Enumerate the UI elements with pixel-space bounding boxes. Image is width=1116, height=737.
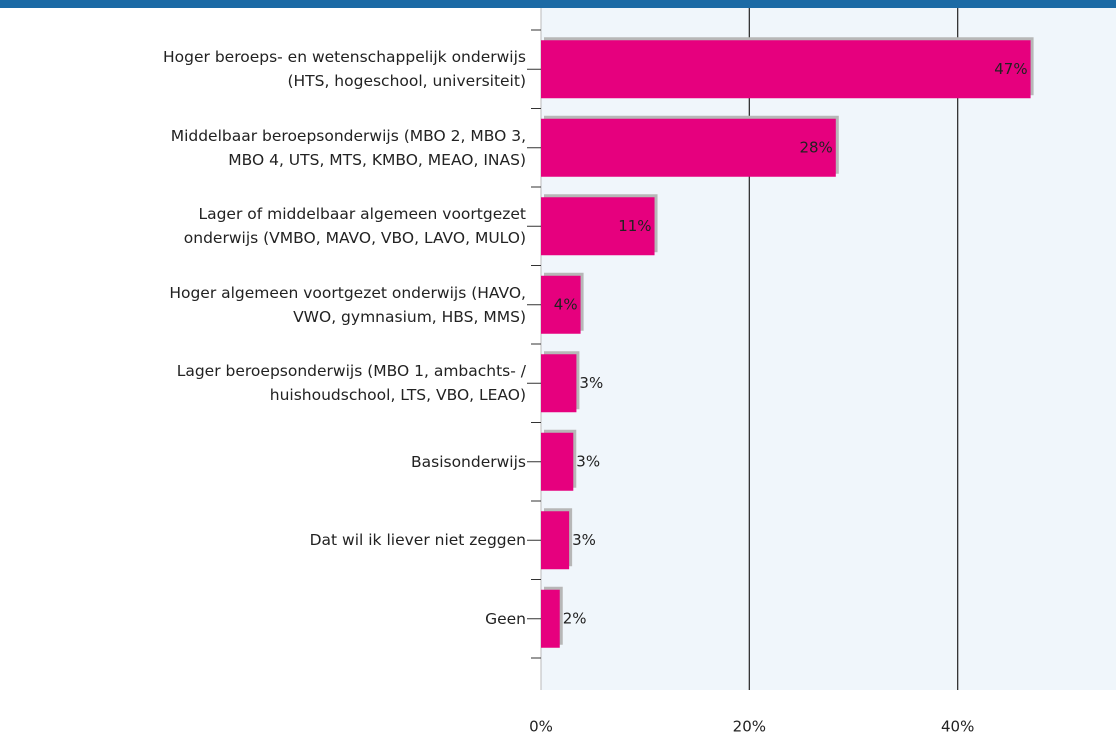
y-tick-label: Hoger beroeps- en wetenschappelijk onder… (163, 48, 526, 91)
bar (541, 432, 574, 491)
x-tick-label: 40% (941, 718, 974, 736)
y-tick-label: Middelbaar beroepsonderwijs (MBO 2, MBO … (170, 126, 526, 169)
value-label: 3% (572, 531, 596, 549)
y-tick-label: Basisonderwijs (410, 452, 526, 471)
bar (541, 118, 836, 177)
bar (541, 40, 1031, 99)
x-tick-label: 20% (733, 718, 766, 736)
x-tick-label: 0% (529, 718, 553, 736)
y-tick-label: Dat wil ik liever niet zeggen (309, 531, 526, 550)
value-label: 3% (579, 374, 603, 392)
plot-area (541, 8, 1116, 690)
value-label: 4% (554, 295, 578, 313)
y-tick-label: Lager of middelbaar algemeen voortgezet … (183, 205, 526, 248)
value-label: 2% (563, 609, 587, 627)
y-tick-label: Lager beroepsonderwijs (MBO 1, ambachts-… (176, 362, 526, 405)
value-label: 3% (576, 452, 600, 470)
value-label: 47% (994, 60, 1027, 78)
value-label: 28% (799, 138, 832, 156)
bar (541, 589, 560, 648)
y-tick-label: Geen (485, 609, 526, 628)
bar (541, 275, 581, 334)
bar (541, 354, 577, 413)
y-tick-label: Hoger algemeen voortgezet onderwijs (HAV… (169, 283, 526, 326)
value-label: 11% (618, 217, 651, 235)
bar (541, 511, 570, 570)
top-band (0, 0, 1116, 8)
bar (541, 197, 655, 256)
